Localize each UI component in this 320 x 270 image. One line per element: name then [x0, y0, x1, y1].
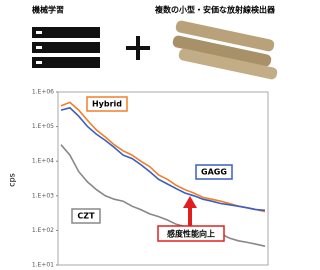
y-axis-label: cps: [8, 173, 17, 187]
figure: 機械学習 複数の小型・安価な放射線検出器 cps 1.E+01 1.E+02 1.E…: [0, 0, 292, 270]
header-right: 複数の小型・安価な放射線検出器: [154, 5, 276, 15]
header-left: 機械学習: [32, 5, 64, 15]
legend-label: Hybrid: [92, 100, 122, 109]
y-tick-label: 1.E+06: [32, 89, 54, 96]
y-tick-label: 1.E+02: [32, 227, 54, 234]
series-line: [61, 102, 265, 211]
arrow: [183, 196, 197, 226]
y-tick-label: 1.E+01: [32, 262, 54, 269]
detector-icon: [172, 20, 278, 81]
y-tick-label: 1.E+03: [32, 192, 54, 199]
legend-label: CZT: [77, 212, 95, 221]
annotation: 感度性能向上: [167, 229, 215, 239]
y-tick-label: 1.E+04: [32, 158, 54, 165]
series-line: [61, 108, 265, 211]
server-icon: [32, 27, 100, 68]
legend-label: GAGG: [201, 168, 227, 177]
plus-icon: [126, 36, 150, 60]
y-tick-label: 1.E+05: [32, 123, 54, 130]
